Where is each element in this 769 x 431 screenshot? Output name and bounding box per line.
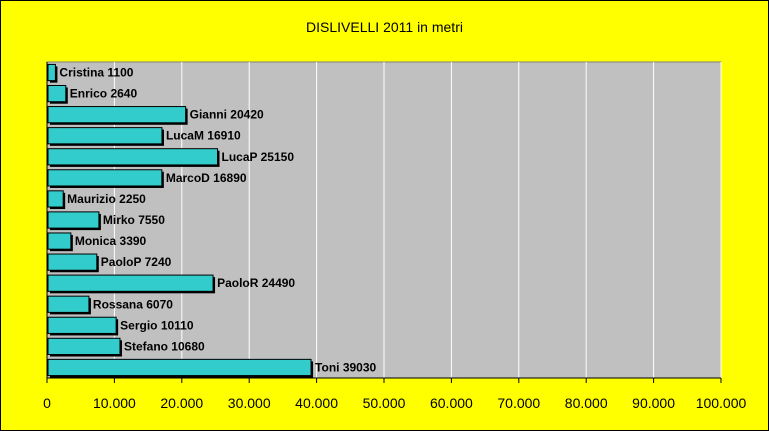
data-label-LucaP: LucaP 25150	[222, 150, 295, 164]
data-label-Cristina: Cristina 1100	[59, 66, 133, 80]
x-tick-label-60000: 60.000	[430, 395, 473, 411]
data-label-Mirko: Mirko 7550	[103, 213, 165, 227]
bar-PaoloP	[47, 253, 98, 271]
bar-LucaP	[47, 148, 219, 166]
bar-Gianni	[47, 106, 187, 124]
bar-Rossana	[47, 295, 90, 313]
data-label-PaoloR: PaoloR 24490	[217, 276, 295, 290]
data-label-Maurizio: Maurizio 2250	[67, 192, 146, 206]
bar-PaoloR	[47, 274, 214, 292]
bar-MarcoD	[47, 169, 163, 187]
x-tick-label-30000: 30.000	[228, 395, 271, 411]
data-label-Enrico: Enrico 2640	[70, 87, 138, 101]
data-label-Toni: Toni 39030	[315, 360, 376, 374]
data-label-Stefano: Stefano 10680	[124, 339, 205, 353]
data-label-Gianni: Gianni 20420	[190, 108, 264, 122]
x-tick-label-80000: 80.000	[565, 395, 608, 411]
bar-Toni	[47, 358, 312, 377]
bar-LucaM	[47, 127, 163, 145]
data-label-LucaM: LucaM 16910	[166, 129, 241, 143]
bar-Enrico	[47, 84, 67, 103]
x-tick-label-20000: 20.000	[160, 395, 203, 411]
data-label-MarcoD: MarcoD 16890	[166, 171, 247, 185]
bar-Cristina	[47, 63, 56, 82]
x-tick-label-50000: 50.000	[363, 395, 406, 411]
x-tick-label-40000: 40.000	[295, 395, 338, 411]
bar-Stefano	[47, 337, 121, 356]
data-label-Monica: Monica 3390	[75, 234, 147, 248]
x-tick-label-0: 0	[43, 395, 51, 411]
bar-Sergio	[47, 316, 117, 334]
data-label-Sergio: Sergio 10110	[120, 318, 194, 332]
bar-Maurizio	[47, 190, 64, 208]
x-tick-label-10000: 10.000	[93, 395, 136, 411]
bar-Mirko	[47, 211, 100, 229]
x-tick-label-100000: 100.000	[696, 395, 747, 411]
bar-Monica	[47, 232, 72, 250]
data-label-PaoloP: PaoloP 7240	[101, 255, 172, 269]
x-tick-label-90000: 90.000	[632, 395, 675, 411]
x-tick-label-70000: 70.000	[497, 395, 540, 411]
data-label-Rossana: Rossana 6070	[93, 297, 173, 311]
chart-title: DISLIVELLI 2011 in metri	[306, 19, 463, 35]
